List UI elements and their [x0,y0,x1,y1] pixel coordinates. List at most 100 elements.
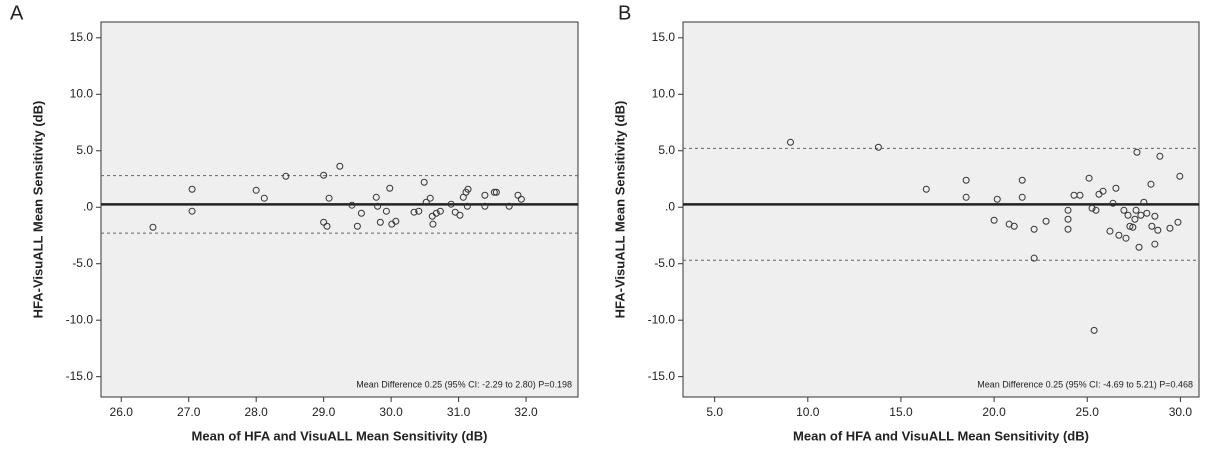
y-tick-label: 10.0 [652,86,676,100]
point [1132,206,1140,214]
point [188,207,196,215]
x-tick-label: 28.0 [244,405,268,419]
point [1156,152,1164,160]
point [382,207,390,215]
y-tick-label: -15.0 [648,369,676,383]
point [1064,225,1072,233]
point [990,216,998,224]
point [1137,211,1145,219]
point [323,222,331,230]
x-tick-label: 27.0 [177,405,201,419]
point [1099,187,1107,195]
point [1131,215,1139,223]
x-tick-label: 20.0 [982,405,1006,419]
point [1140,198,1148,206]
point [372,193,380,201]
point [447,200,455,208]
point [260,194,268,202]
point [436,207,444,215]
point [1042,217,1050,225]
point [1120,206,1128,214]
y-tick-label: .0 [665,199,675,213]
point [464,185,472,193]
point [481,202,489,210]
point [481,191,489,199]
point [1174,218,1182,226]
y-tick-label: -5.0 [654,256,675,270]
y-tick-label: 5.0 [658,143,675,157]
panel-label: B [618,2,631,24]
point [1135,243,1143,251]
point [1133,148,1141,156]
point [1030,225,1038,233]
plot-area [100,21,579,398]
x-tick-label: 32.0 [514,405,538,419]
y-axis-title: HFA-VisuALL Mean Sensitivity (dB) [612,101,627,319]
point [1010,222,1018,230]
y-tick-label: 5.0 [76,143,93,157]
point [376,218,384,226]
point [451,208,459,216]
y-tick-label: .0 [83,199,93,213]
point [962,193,970,201]
annotation: Mean Difference 0.25 (95% CI: -4.69 to 5… [977,379,1193,389]
y-tick-label: 10.0 [70,86,94,100]
point [1126,222,1134,230]
point [786,138,794,146]
point [1092,206,1100,214]
point [320,171,328,179]
point [874,143,882,151]
point [1085,174,1093,182]
x-tick-label: 5.0 [706,405,723,419]
panel-label: A [10,2,24,24]
point [962,176,970,184]
point [505,202,513,210]
point [1148,222,1156,230]
point [386,184,394,192]
x-tick-label: 15.0 [889,405,913,419]
point [1088,204,1096,212]
point [1090,326,1098,334]
x-tick-label: 29.0 [312,405,336,419]
y-tick-label: -15.0 [66,369,94,383]
point [188,185,196,193]
x-tick-label: 25.0 [1076,405,1100,419]
point [1106,227,1114,235]
y-axis-title: HFA-VisuALL Mean Sensitivity (dB) [30,101,45,319]
point [1076,191,1084,199]
point [422,198,430,206]
point [1030,254,1038,262]
point [415,207,423,215]
point [426,194,434,202]
point [456,211,464,219]
point [1112,184,1120,192]
x-tick-label: 26.0 [110,405,134,419]
point [1166,224,1174,232]
x-tick-label: 31.0 [447,405,471,419]
y-tick-label: -10.0 [648,312,676,326]
x-tick-label: 30.0 [379,405,403,419]
x-axis-title: Mean of HFA and VisuALL Mean Sensitivity… [192,428,488,443]
point [1064,215,1072,223]
point [1122,234,1130,242]
y-tick-label: 15.0 [70,30,94,44]
point [282,172,290,180]
point [490,188,498,196]
point [1154,226,1162,234]
point [514,191,522,199]
point [1129,223,1137,231]
point [252,186,260,194]
point [410,208,418,216]
point [336,162,344,170]
point [993,195,1001,203]
y-tick-label: -5.0 [72,256,93,270]
x-tick-label: 10.0 [796,405,820,419]
point [1109,199,1117,207]
point [429,220,437,228]
point [1018,193,1026,201]
y-tick-label: 15.0 [652,30,676,44]
annotation: Mean Difference 0.25 (95% CI: -2.29 to 2… [356,379,572,389]
x-axis-title: Mean of HFA and VisuALL Mean Sensitivity… [793,428,1089,443]
point [320,218,328,226]
